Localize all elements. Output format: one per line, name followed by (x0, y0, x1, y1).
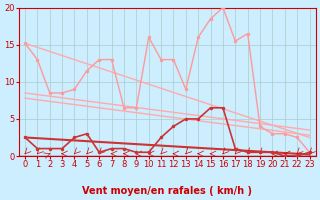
X-axis label: Vent moyen/en rafales ( km/h ): Vent moyen/en rafales ( km/h ) (82, 186, 252, 196)
